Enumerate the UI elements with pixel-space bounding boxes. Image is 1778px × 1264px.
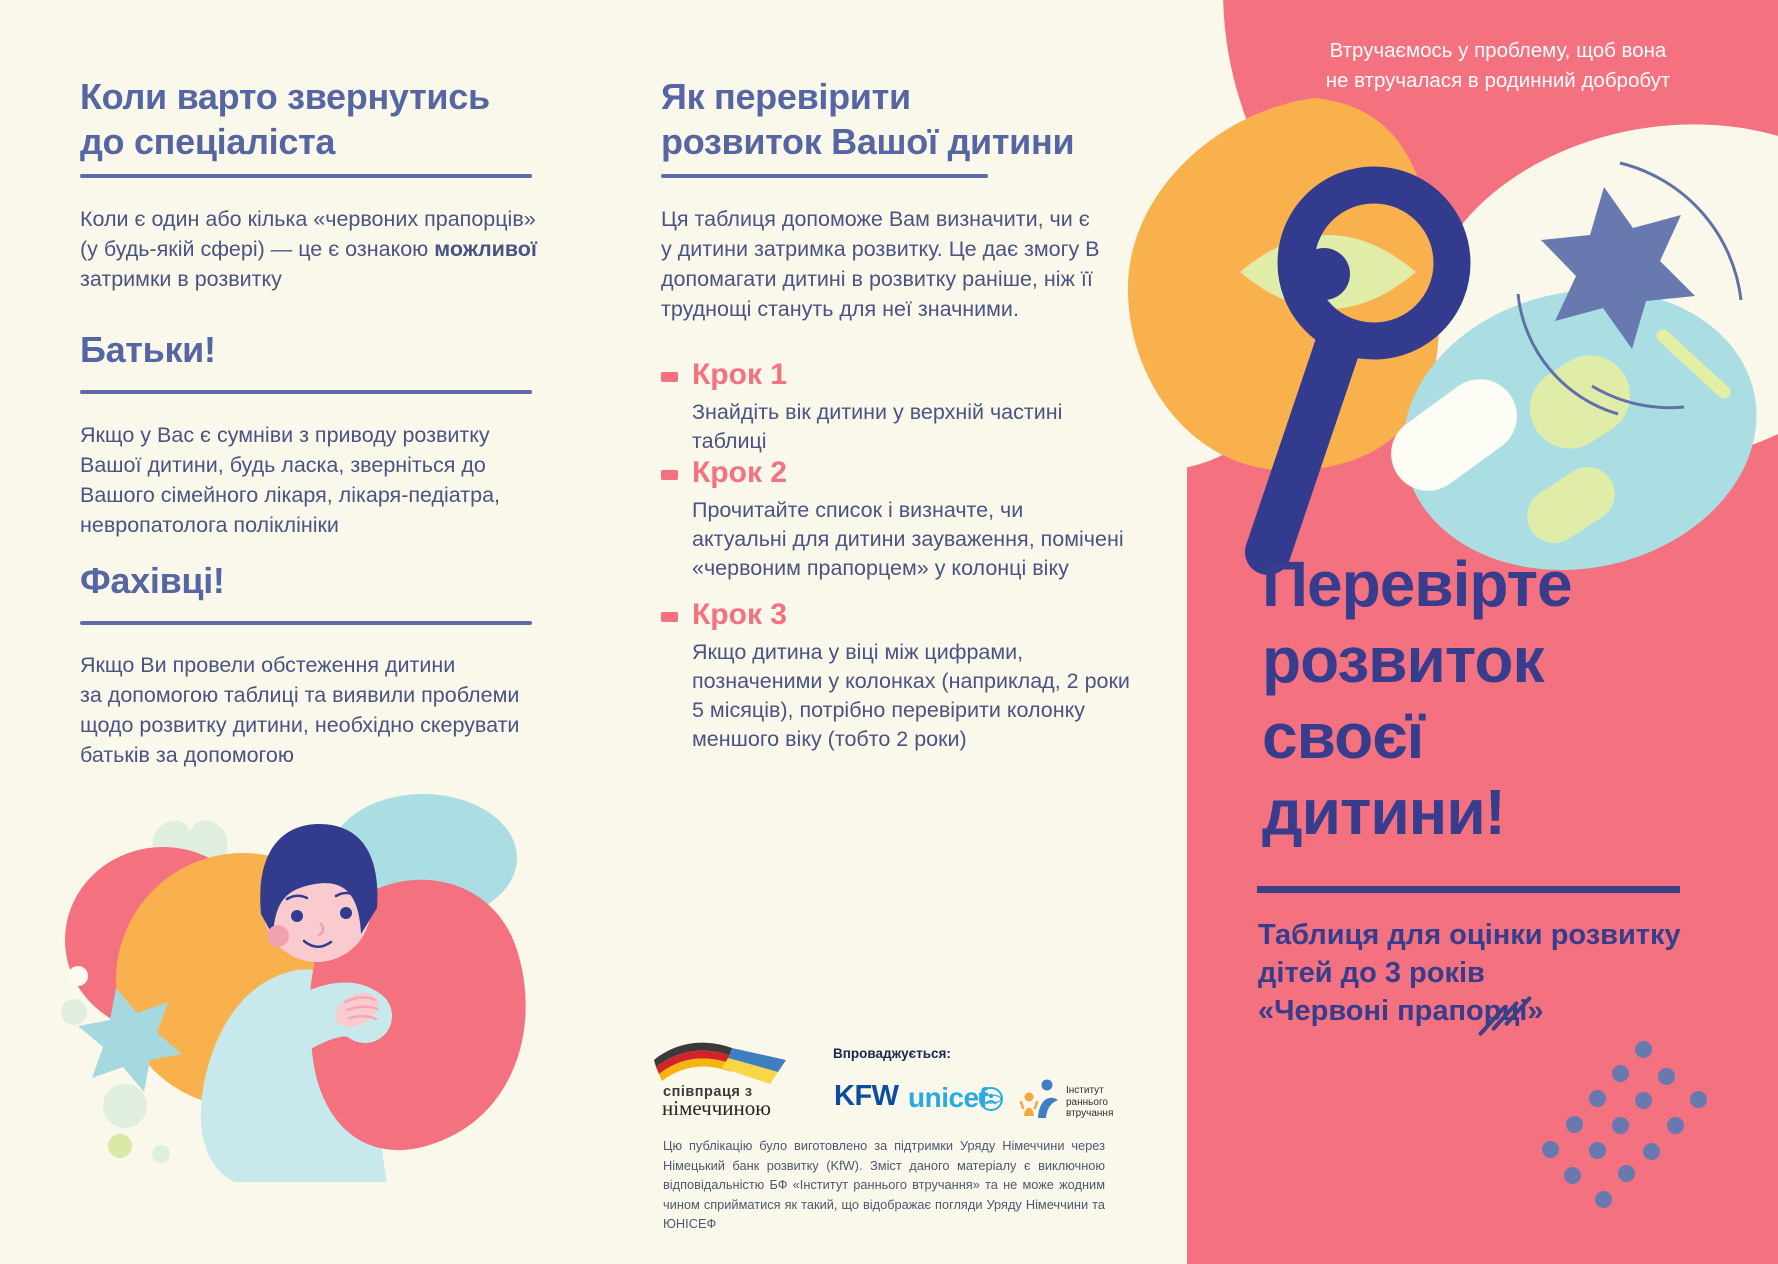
parents-paragraph: Якщо у Вас є сумніви з приводу розвитку …	[80, 423, 501, 537]
left-intro-paragraph: Коли є один або кілька «червоних прапорц…	[80, 204, 560, 294]
parent-hair	[260, 824, 378, 936]
arc-line-2	[1516, 293, 1619, 416]
dot-grid	[1540, 1035, 1725, 1220]
grid-dot	[1643, 1143, 1660, 1160]
grid-dot	[1690, 1091, 1707, 1108]
mint-dot	[61, 999, 87, 1025]
germany-cooperation-flag-icon	[654, 1042, 786, 1084]
left-intro-bold-word: можливої	[434, 237, 537, 261]
step2-bullet	[661, 470, 678, 480]
step2-label: Крок 2	[692, 456, 787, 489]
grid-dot	[1589, 1142, 1606, 1159]
step1-label: Крок 1	[692, 358, 787, 391]
lime-dot	[108, 1134, 132, 1158]
parent-eye-right	[340, 907, 352, 919]
left-panel-title: Коли варто звернутись до спеціаліста	[80, 76, 490, 162]
left-intro-post: затримки в розвитку	[80, 267, 282, 291]
magnifier-handle	[1245, 322, 1361, 575]
magnifier-ring-icon	[1277, 166, 1471, 360]
hand-fingers	[343, 996, 379, 1021]
lime-pill	[1527, 467, 1615, 543]
grid-dot	[1564, 1167, 1581, 1184]
institute-logo-text: Інститут раннього втручання	[1066, 1085, 1114, 1119]
parents-rule	[80, 390, 532, 394]
white-pill	[1391, 379, 1517, 491]
grid-dot	[1542, 1141, 1559, 1158]
disclaimer-text: Цю публікацію було виготовлено за підтри…	[663, 1138, 1105, 1231]
middle-intro-paragraph: Ця таблиця допоможе Вам визначити, чи є …	[661, 207, 1126, 321]
white-dot	[68, 966, 88, 986]
cover-tagline: Втручаємось у проблему, щоб вона не втру…	[1325, 39, 1671, 92]
middle-panel-title: Як перевірити розвиток Вашої дитини	[661, 76, 1075, 162]
germany-coop-label-small: співпраця з	[663, 1084, 753, 1100]
kfw-logo: KFW	[834, 1080, 899, 1112]
step2-text: Прочитайте список і визначте, чи актуаль…	[692, 498, 1124, 580]
parent-eye-left	[291, 910, 303, 922]
arc-line-3	[1591, 384, 1685, 410]
magic-wand-icon	[1656, 329, 1731, 399]
grid-dot	[1635, 1092, 1652, 1109]
star-icon	[1541, 187, 1695, 349]
step3-label: Крок 3	[692, 598, 787, 631]
specialists-rule	[80, 621, 532, 625]
arc-line-1	[1619, 161, 1743, 301]
germany-coop-label-big: німеччиною	[662, 1096, 771, 1120]
middle-title-rule	[661, 174, 988, 178]
specialists-heading: Фахівці!	[80, 560, 225, 601]
specialists-paragraph: Якщо Ви провели обстеження дитини за доп…	[80, 653, 520, 767]
step1-text: Знайдіть вік дитини у верхній частині та…	[692, 400, 1063, 453]
implemented-by-label: Впроваджується:	[833, 1046, 951, 1061]
grid-dot	[1667, 1117, 1684, 1134]
step3-bullet	[661, 612, 678, 622]
grid-dot	[1658, 1068, 1675, 1085]
parent-eyebrows	[285, 891, 358, 901]
cover-title: Перевірте розвиток своєї дитини!	[1262, 548, 1573, 848]
grid-dot	[1595, 1191, 1612, 1208]
cover-subtitle: Таблиця для оцінки розвитку дітей до 3 р…	[1258, 919, 1681, 1027]
grid-dot	[1612, 1065, 1629, 1082]
grid-dot	[1612, 1117, 1629, 1134]
unicef-logo: unicef	[908, 1082, 988, 1113]
grid-dot	[1635, 1041, 1652, 1058]
unicef-emblem-icon	[979, 1087, 1003, 1111]
institute-logo-icon	[1020, 1079, 1058, 1118]
parent-child-illustration	[61, 794, 526, 1182]
baby-bundle	[309, 879, 526, 1151]
mint-small-dot	[152, 1145, 170, 1163]
left-title-rule	[80, 174, 532, 178]
parents-heading: Батьки!	[80, 329, 216, 370]
grid-dot	[1589, 1090, 1606, 1107]
mint-circle	[103, 1084, 147, 1128]
cover-illustration	[1100, 0, 1778, 575]
step3-text: Якщо дитина у віці між цифрами, позначен…	[692, 640, 1130, 751]
parent-cheek	[267, 925, 289, 947]
grid-dot	[1566, 1116, 1583, 1133]
step1-bullet	[661, 372, 678, 382]
parent-nose	[317, 922, 325, 937]
grid-dot	[1618, 1165, 1635, 1182]
cover-divider	[1257, 886, 1680, 893]
parent-smile	[302, 939, 333, 948]
star-icon	[78, 988, 182, 1092]
lime-blob	[1529, 355, 1631, 449]
left-intro-pre: Коли є один або кілька «червоних прапорц…	[80, 207, 536, 261]
